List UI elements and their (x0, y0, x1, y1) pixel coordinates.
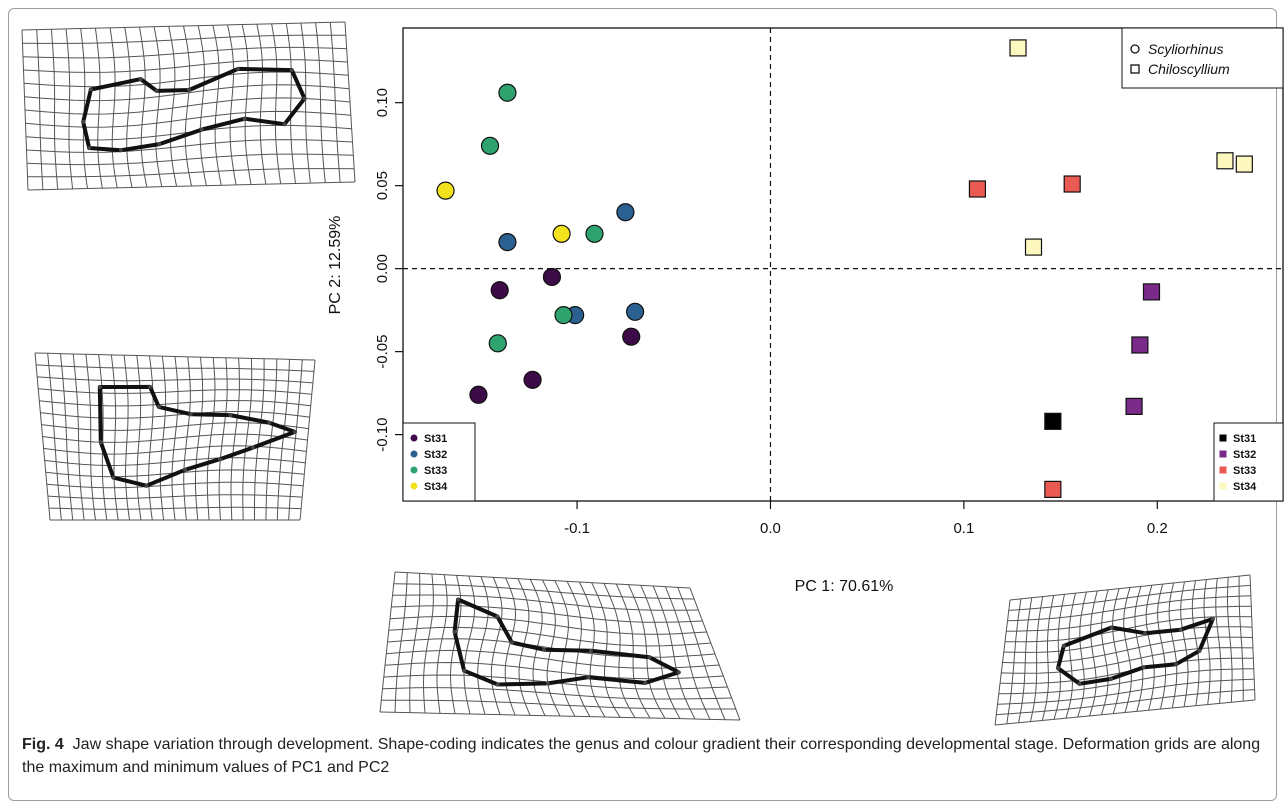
point-scyliorhinus-st33 (488, 334, 507, 353)
point-scyliorhinus-st31 (542, 267, 562, 287)
legend-label-st34: St34 (1233, 481, 1257, 493)
legend-marker-st32 (410, 450, 418, 458)
legend-label-st32: St32 (424, 449, 447, 461)
legend-label-st32: St32 (1233, 449, 1256, 461)
legend-marker-st34 (410, 482, 418, 490)
point-chiloscyllium-st32 (1125, 397, 1143, 415)
legend-marker-st31 (410, 434, 418, 442)
figure-caption: Fig. 4 Jaw shape variation through devel… (22, 733, 1262, 779)
point-chiloscyllium-st34 (1216, 152, 1234, 170)
point-chiloscyllium-st34 (1024, 238, 1043, 256)
point-chiloscyllium-st33 (968, 180, 987, 198)
y-tick-label: 0.10 (374, 88, 391, 117)
point-chiloscyllium-st32 (1131, 336, 1149, 354)
point-chiloscyllium-st31 (1044, 412, 1062, 430)
stage-legend-scyliorhinus: St31 St32 St33 St34 (402, 422, 476, 502)
point-scyliorhinus-st31 (490, 281, 509, 300)
point-scyliorhinus-st33 (585, 224, 604, 243)
point-scyliorhinus-st33 (498, 83, 517, 102)
y-tick-label: 0.00 (374, 254, 391, 283)
x-tick-label: -0.1 (564, 520, 590, 537)
point-chiloscyllium-st34 (1009, 39, 1027, 57)
scatter-plot: -0.1 0.0 0.1 0.2 -0.10 -0.05 0.00 0.05 0.10 PC … (327, 27, 1284, 595)
legend-label-st31: St31 (1233, 433, 1256, 445)
legend-marker-st32 (1219, 450, 1227, 458)
stage-legend-chiloscyllium: St31 St32 St33 St34 (1213, 422, 1284, 502)
x-tick-label: 0.0 (760, 520, 781, 537)
legend-label-st33: St33 (424, 465, 447, 477)
deformation-grid-pc1-min (379, 571, 741, 721)
figure-canvas: -0.1 0.0 0.1 0.2 -0.10 -0.05 0.00 0.05 0.10 PC … (21, 21, 1284, 726)
point-scyliorhinus-st31 (469, 385, 488, 404)
legend-marker-st33 (1219, 466, 1227, 474)
point-scyliorhinus-st32 (616, 203, 635, 222)
point-chiloscyllium-st34 (1235, 155, 1253, 173)
genus-legend: Scyliorhinus Chiloscyllium (1121, 27, 1284, 89)
point-scyliorhinus-st32 (625, 302, 645, 321)
point-chiloscyllium-st32 (1142, 283, 1161, 301)
point-scyliorhinus-st33 (480, 136, 500, 155)
figure-frame (8, 8, 1277, 801)
deformation-grid-pc1-max (994, 574, 1256, 726)
y-tick-label: -0.05 (374, 335, 391, 369)
legend-marker-st33 (410, 466, 418, 474)
plot-frame (402, 27, 1284, 502)
y-tick-label: -0.10 (374, 418, 391, 452)
point-scyliorhinus-st34 (436, 181, 455, 200)
x-axis-label: PC 1: 70.61% (795, 578, 894, 595)
legend-marker-st31 (1219, 434, 1227, 442)
point-scyliorhinus-st32 (498, 232, 517, 252)
legend-label-st34: St34 (424, 481, 448, 493)
legend-circle-marker (1130, 44, 1140, 54)
deformation-grid-pc2-max (21, 21, 356, 191)
legend-genus-2: Chiloscyllium (1148, 61, 1230, 77)
deformation-grids (21, 21, 1256, 726)
legend-label-st31: St31 (424, 433, 447, 445)
y-axis-label: PC 2: 12.59% (327, 216, 344, 315)
caption-text: Jaw shape variation through development.… (22, 736, 1261, 776)
data-points (436, 39, 1253, 498)
point-chiloscyllium-st33 (1063, 175, 1081, 193)
legend-label-st33: St33 (1233, 465, 1256, 477)
y-tick-label: 0.05 (374, 171, 391, 200)
point-chiloscyllium-st33 (1044, 480, 1062, 498)
legend-marker-st34 (1219, 482, 1227, 490)
x-tick-label: 0.2 (1147, 520, 1168, 537)
legend-genus-1: Scyliorhinus (1148, 41, 1223, 57)
point-scyliorhinus-st33 (554, 306, 573, 325)
point-scyliorhinus-st31 (523, 370, 542, 389)
x-tick-label: 0.1 (953, 520, 974, 537)
caption-label: Fig. 4 (22, 736, 64, 753)
legend-square-marker (1130, 64, 1140, 74)
point-scyliorhinus-st34 (552, 224, 571, 243)
deformation-grid-pc2-min (34, 352, 316, 521)
y-axis-ticks: -0.10 -0.05 0.00 0.05 0.10 (374, 88, 403, 452)
point-scyliorhinus-st31 (622, 327, 641, 346)
x-axis-ticks: -0.1 0.0 0.1 0.2 (564, 501, 1168, 537)
